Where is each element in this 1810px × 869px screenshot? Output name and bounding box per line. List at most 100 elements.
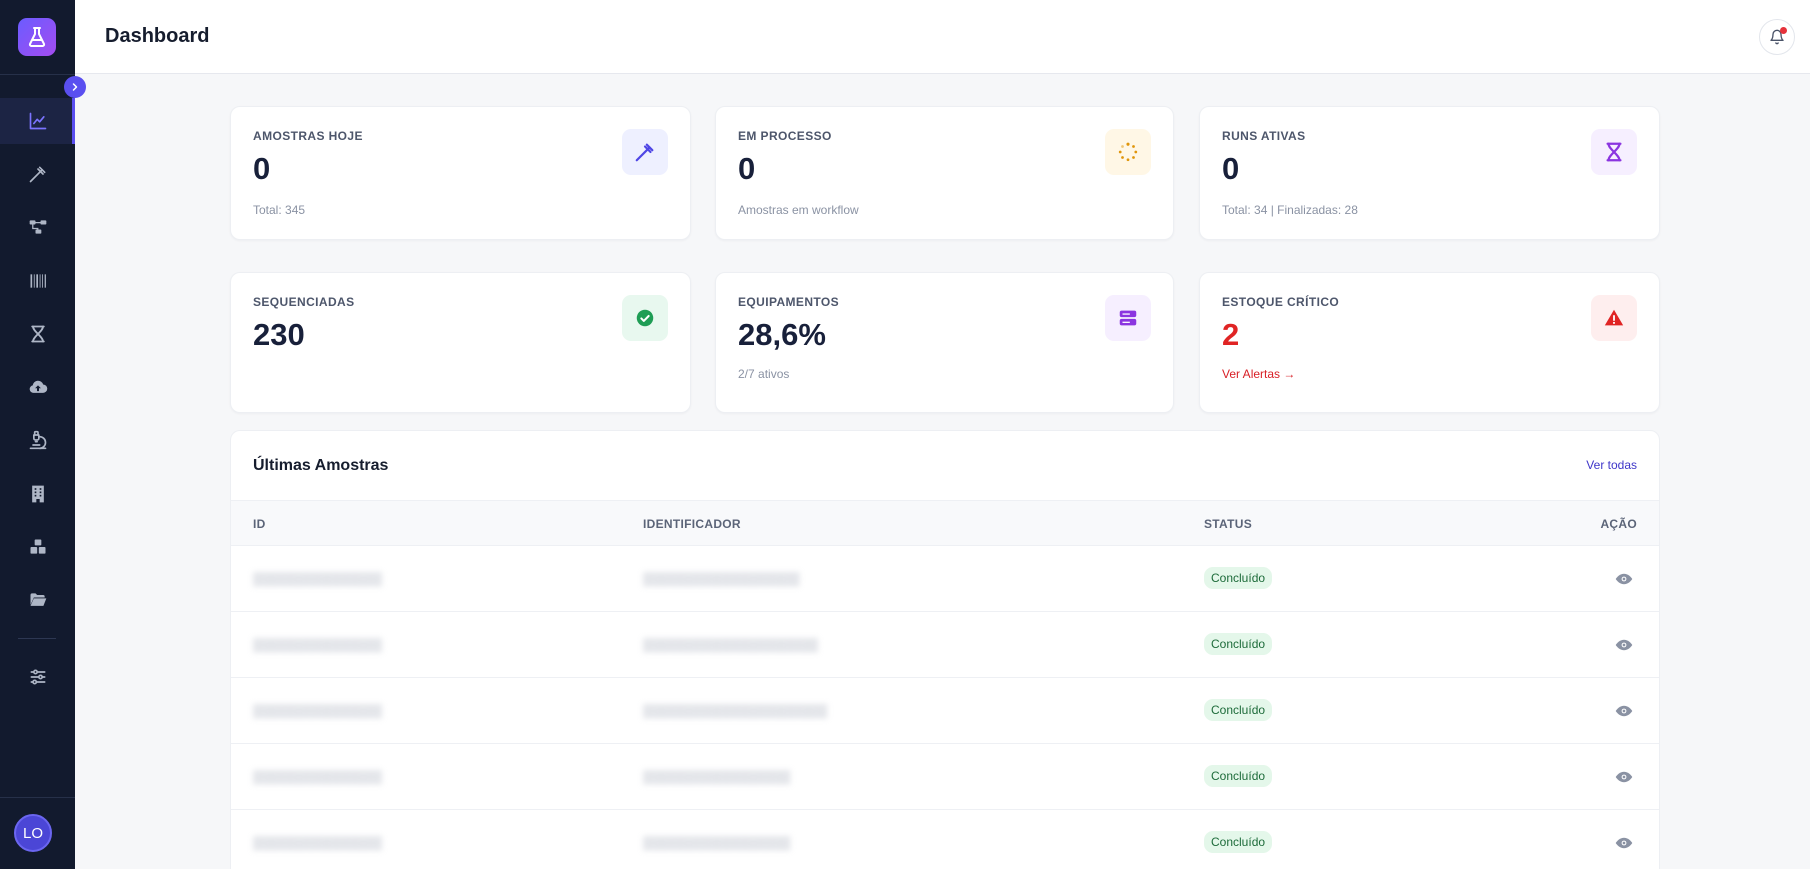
- stat-card-value: 0: [738, 151, 756, 186]
- stat-card-icon-box: [622, 295, 668, 341]
- table-title: Últimas Amostras: [253, 457, 389, 474]
- column-header-identifier[interactable]: IDENTIFICADOR: [643, 517, 741, 531]
- row-id-redacted: ▒▒▒▒▒▒▒▒▒▒▒▒▒▒: [253, 703, 382, 718]
- user-avatar[interactable]: LO: [14, 814, 52, 852]
- stat-card-label: EQUIPAMENTOS: [738, 295, 840, 309]
- sidebar-item-analysis[interactable]: [0, 417, 75, 463]
- sidebar-toggle-button[interactable]: [64, 76, 86, 98]
- stat-card-label: RUNS ATIVAS: [1222, 129, 1306, 143]
- status-badge: Concluído: [1204, 831, 1273, 853]
- row-id-redacted: ▒▒▒▒▒▒▒▒▒▒▒▒▒▒: [253, 637, 382, 652]
- stat-card-label: ESTOQUE CRÍTICO: [1222, 295, 1340, 309]
- eye-icon[interactable]: [1615, 636, 1633, 654]
- sidebar-item-barcodes[interactable]: [0, 258, 75, 304]
- stat-card-value: 28,6%: [738, 317, 826, 352]
- spinner-icon: [1118, 142, 1138, 162]
- stat-card-critical-stock: ESTOQUE CRÍTICO 2 Ver Alertas →: [1199, 272, 1660, 413]
- stat-card-icon-box: [1591, 295, 1637, 341]
- row-id-redacted: ▒▒▒▒▒▒▒▒▒▒▒▒▒▒: [253, 835, 382, 850]
- stat-card-subtext: Total: 34 | Finalizadas: 28: [1222, 203, 1358, 217]
- stat-card-icon-box: [1591, 129, 1637, 175]
- stat-card-value: 0: [253, 151, 271, 186]
- stat-card-active-runs: RUNS ATIVAS 0 Total: 34 | Finalizadas: 2…: [1199, 106, 1660, 240]
- sidebar-item-institutions[interactable]: [0, 471, 75, 517]
- stat-card-subtext: Total: 345: [253, 203, 306, 217]
- stat-card-value: 0: [1222, 151, 1240, 186]
- stat-card-equipment: EQUIPAMENTOS 28,6% 2/7 ativos: [715, 272, 1174, 413]
- sliders-icon: [30, 669, 46, 685]
- column-header-status[interactable]: STATUS: [1204, 517, 1253, 531]
- boxes-icon: [30, 539, 45, 554]
- stat-card-label: SEQUENCIADAS: [253, 295, 355, 309]
- server-icon: [1119, 310, 1137, 326]
- bell-icon: [1770, 29, 1784, 45]
- latest-samples-table: Últimas Amostras Ver todas ID IDENTIFICA…: [230, 430, 1660, 869]
- sidebar: LO: [0, 0, 75, 869]
- eye-icon[interactable]: [1615, 570, 1633, 588]
- stat-card-value: 230: [253, 317, 305, 352]
- chevron-right-icon: [72, 83, 78, 91]
- stat-card-subtext: 2/7 ativos: [738, 367, 790, 381]
- stat-card-subtext: Amostras em workflow: [738, 203, 859, 217]
- stat-card-icon-box: [1105, 295, 1151, 341]
- status-badge: Concluído: [1204, 765, 1273, 787]
- eye-icon[interactable]: [1615, 834, 1633, 852]
- row-identifier-redacted: ▒▒▒▒▒▒▒▒▒▒▒▒▒▒▒▒▒▒▒▒: [643, 703, 828, 718]
- sidebar-divider: [0, 797, 75, 798]
- sidebar-divider: [18, 638, 56, 639]
- row-id-redacted: ▒▒▒▒▒▒▒▒▒▒▒▒▒▒: [253, 571, 382, 586]
- sidebar-item-settings[interactable]: [0, 654, 75, 700]
- sidebar-item-workflow[interactable]: [0, 204, 75, 250]
- chart-line-icon: [29, 112, 46, 130]
- folder-open-icon: [30, 593, 46, 606]
- page-title: Dashboard: [105, 25, 210, 47]
- stat-card-label: AMOSTRAS HOJE: [253, 129, 363, 143]
- app-logo[interactable]: [18, 18, 56, 56]
- microscope-icon: [29, 430, 46, 450]
- table-row[interactable]: ▒▒▒▒▒▒▒▒▒▒▒▒▒▒ ▒▒▒▒▒▒▒▒▒▒▒▒▒▒▒▒▒▒▒▒ Conc…: [231, 678, 1659, 744]
- sidebar-item-inventory[interactable]: [0, 524, 75, 570]
- flask-icon: [28, 27, 46, 47]
- view-alerts-link[interactable]: Ver Alertas →: [1222, 367, 1296, 381]
- sidebar-item-dashboard[interactable]: [0, 98, 75, 144]
- stat-card-in-process: EM PROCESSO 0 Amostras em workflow: [715, 106, 1174, 240]
- column-header-id[interactable]: ID: [253, 517, 266, 531]
- pipette-icon: [29, 166, 46, 183]
- workflow-icon: [29, 220, 46, 234]
- stat-card-sequenced: SEQUENCIADAS 230: [230, 272, 691, 413]
- stat-card-samples-today: AMOSTRAS HOJE 0 Total: 345: [230, 106, 691, 240]
- see-all-link[interactable]: Ver todas: [1586, 458, 1637, 472]
- building-icon: [31, 485, 44, 503]
- column-header-action: AÇÃO: [1600, 517, 1637, 531]
- row-id-redacted: ▒▒▒▒▒▒▒▒▒▒▒▒▒▒: [253, 769, 382, 784]
- dna-icon: [30, 325, 45, 343]
- pipette-icon: [635, 143, 654, 162]
- eye-icon[interactable]: [1615, 702, 1633, 720]
- sidebar-item-samples[interactable]: [0, 151, 75, 197]
- stat-card-label: EM PROCESSO: [738, 129, 832, 143]
- row-identifier-redacted: ▒▒▒▒▒▒▒▒▒▒▒▒▒▒▒▒: [643, 769, 791, 784]
- table-header: ID IDENTIFICADOR STATUS AÇÃO: [231, 500, 1659, 546]
- table-row[interactable]: ▒▒▒▒▒▒▒▒▒▒▒▒▒▒ ▒▒▒▒▒▒▒▒▒▒▒▒▒▒▒▒▒ Concluí…: [231, 546, 1659, 612]
- table-row[interactable]: ▒▒▒▒▒▒▒▒▒▒▒▒▒▒ ▒▒▒▒▒▒▒▒▒▒▒▒▒▒▒▒▒▒▒ Concl…: [231, 612, 1659, 678]
- top-header: Dashboard: [75, 0, 1810, 74]
- row-identifier-redacted: ▒▒▒▒▒▒▒▒▒▒▒▒▒▒▒▒▒▒▒: [643, 637, 818, 652]
- stat-card-icon-box: [1105, 129, 1151, 175]
- sidebar-item-upload[interactable]: [0, 364, 75, 410]
- notifications-button[interactable]: [1759, 19, 1795, 55]
- table-row[interactable]: ▒▒▒▒▒▒▒▒▒▒▒▒▒▒ ▒▒▒▒▒▒▒▒▒▒▒▒▒▒▒▒ Concluíd…: [231, 744, 1659, 810]
- table-row[interactable]: ▒▒▒▒▒▒▒▒▒▒▒▒▒▒ ▒▒▒▒▒▒▒▒▒▒▒▒▒▒▒▒ Concluíd…: [231, 810, 1659, 869]
- sidebar-item-files[interactable]: [0, 577, 75, 623]
- notification-dot: [1780, 27, 1787, 34]
- status-badge: Concluído: [1204, 699, 1273, 721]
- sidebar-divider: [0, 74, 75, 75]
- status-badge: Concluído: [1204, 567, 1273, 589]
- status-badge: Concluído: [1204, 633, 1273, 655]
- row-identifier-redacted: ▒▒▒▒▒▒▒▒▒▒▒▒▒▒▒▒: [643, 835, 791, 850]
- alert-triangle-icon: [1604, 309, 1624, 326]
- barcode-icon: [30, 274, 46, 288]
- sidebar-item-runs[interactable]: [0, 311, 75, 357]
- cloud-upload-icon: [29, 380, 47, 393]
- check-circle-icon: [636, 309, 654, 327]
- eye-icon[interactable]: [1615, 768, 1633, 786]
